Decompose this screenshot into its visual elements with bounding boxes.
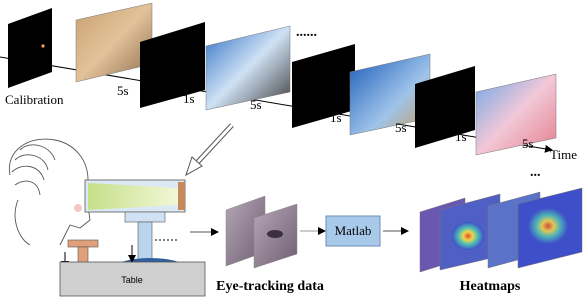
- table-label: Table: [121, 275, 143, 285]
- duration-label: 1s: [330, 110, 342, 125]
- person: [8, 138, 93, 246]
- beam: [88, 183, 180, 210]
- stand: [137, 221, 153, 263]
- ellipsis: ...: [530, 165, 541, 180]
- tool-label: Matlab: [335, 223, 372, 238]
- input-label: Eye-tracking data: [216, 279, 324, 294]
- ellipsis: ......: [296, 25, 317, 40]
- frames: [8, 2, 557, 156]
- chin-rest: [67, 239, 99, 248]
- arrow: [193, 123, 234, 167]
- duration-label: 5s: [250, 97, 262, 112]
- duration-label: 5s: [522, 136, 534, 151]
- axis-label: Time: [550, 147, 577, 162]
- screen: [178, 182, 185, 210]
- table: [59, 261, 206, 297]
- heatmaps: [419, 187, 583, 273]
- eye-frames: [225, 195, 298, 269]
- tool-box: [325, 215, 381, 247]
- duration-label: 1s: [183, 91, 195, 106]
- arrow-head: [185, 156, 203, 177]
- output-label: Heatmaps: [460, 279, 521, 294]
- duration-label: 5s: [117, 83, 129, 98]
- duration-label: 1s: [455, 129, 467, 144]
- duration-label: 5s: [395, 120, 407, 135]
- start-label: Calibration: [5, 92, 64, 107]
- stand: [124, 211, 166, 223]
